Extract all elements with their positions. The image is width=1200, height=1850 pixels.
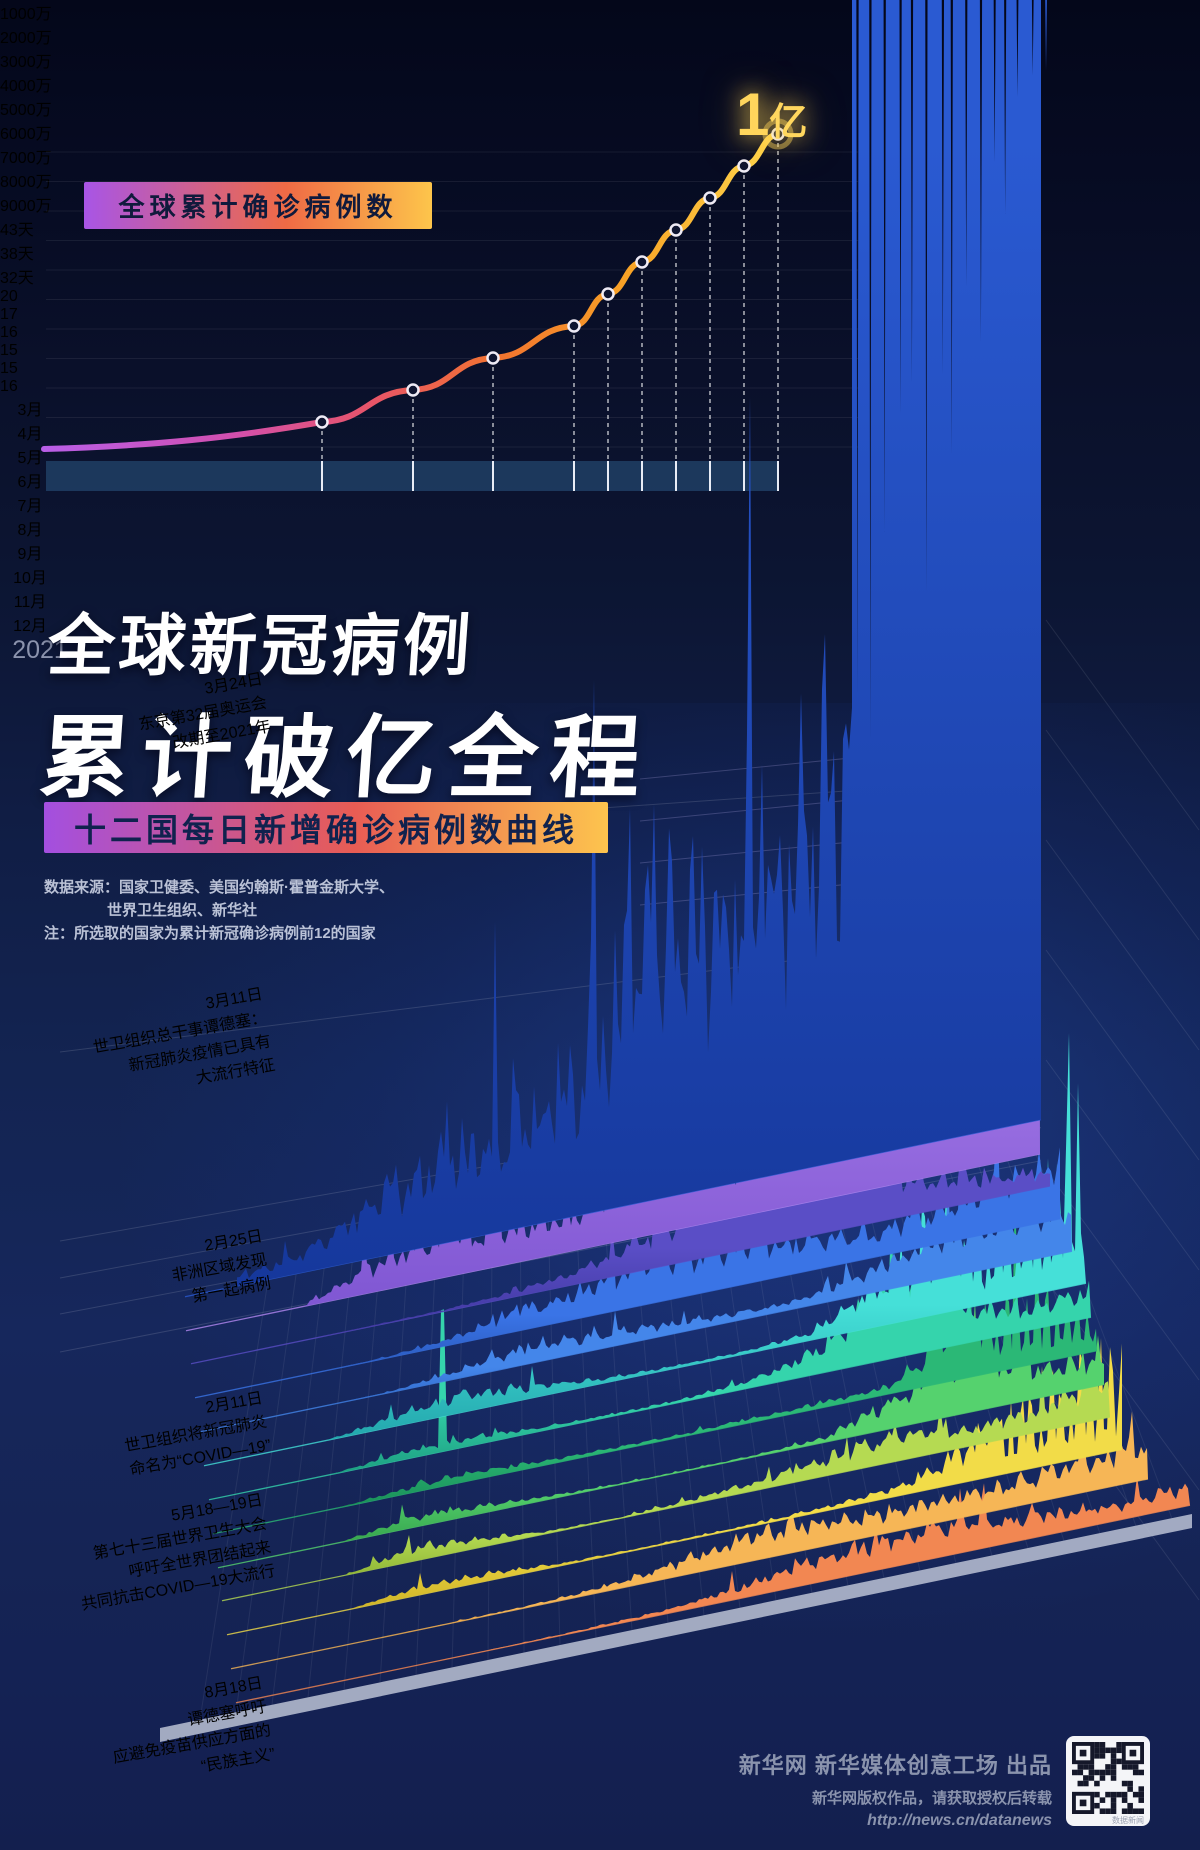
qr-pattern [1072,1742,1144,1814]
top-axis-month: 8月 [17,522,43,539]
interval-days-label: 16 [0,324,18,341]
milestone-label: 5000万 [0,102,52,119]
footer: 新华网 新华媒体创意工场 出品 新华网版权作品，请获取授权后转载 http://… [0,1748,1052,1830]
top-axis-month: 11月 [13,594,47,611]
interval-days-label: 15 [0,360,18,377]
milestone-label: 6000万 [0,126,52,143]
top-axis-month: 6月 [17,474,43,491]
interval-days-label: 32天 [0,270,34,287]
final-milestone-yi: 亿 [769,102,808,144]
source-line: 世界卫生组织、新华社 [107,902,258,919]
interval-days-label: 20 [0,288,18,305]
final-milestone-1: 1 [736,81,770,148]
footer-url: http://news.cn/datanews [867,1812,1052,1829]
top-axis-month: 3月 [17,402,43,419]
top-axis-month: 9月 [17,546,43,563]
milestone-label: 2000万 [0,30,52,47]
top-axis-month: 7月 [17,498,43,515]
milestone-label: 1000万 [0,6,52,23]
milestone-label: 8000万 [0,174,52,191]
interval-days-label: 15 [0,342,18,359]
source-line: 数据来源：国家卫健委、美国约翰斯·霍普金斯大学、 [44,879,394,896]
interval-days-label: 16 [0,378,18,395]
subtitle-bar: 十二国每日新增确诊病例数曲线 [44,802,608,853]
footer-copyright: 新华网版权作品，请获取授权后转载 [811,1790,1052,1807]
top-axis-year: 2021 [12,636,68,664]
top-axis-month: 4月 [17,426,43,443]
page-title-line1: 全球新冠病例 [45,609,477,684]
qr-label: 数据新闻 [1112,1816,1144,1825]
milestone-label: 4000万 [0,78,52,95]
final-milestone-label: 1亿 [736,80,807,149]
top-axis-month: 10月 [13,570,47,587]
top-axis-month: 12月 [13,618,47,635]
top-chart-title-box: 全球累计确诊病例数 [84,182,432,229]
subtitle-text: 十二国每日新增确诊病例数曲线 [73,811,578,848]
milestone-label: 7000万 [0,150,52,167]
qr-code: 数据新闻 [1066,1736,1150,1826]
milestone-label: 3000万 [0,54,52,71]
top-chart-title: 全球累计确诊病例数 [118,192,398,222]
interval-days-label: 17 [0,306,18,323]
data-source-note: 数据来源：国家卫健委、美国约翰斯·霍普金斯大学、世界卫生组织、新华社注：所选取的… [44,876,394,945]
interval-days-label: 38天 [0,246,34,263]
milestone-label: 9000万 [0,198,52,215]
top-axis-month: 5月 [17,450,43,467]
footer-producer: 新华网 新华媒体创意工场 出品 [738,1753,1052,1778]
top-chart-overlays: 1000万 2000万 3000万 4000万 5000万 6000万 7000万 8000万… [0,0,1200,665]
source-line: 注：所选取的国家为累计新冠确诊病例前12的国家 [44,925,376,942]
interval-days-label: 43天 [0,222,34,239]
